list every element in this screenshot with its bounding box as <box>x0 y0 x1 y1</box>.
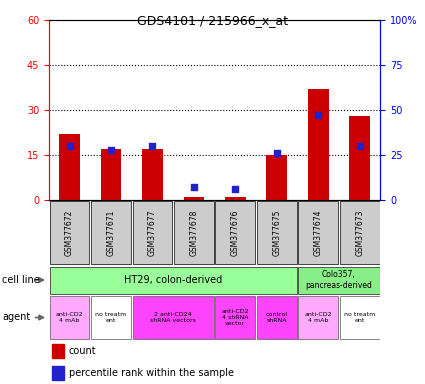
Bar <box>52 366 64 380</box>
Point <box>190 184 197 190</box>
Text: GSM377672: GSM377672 <box>65 209 74 256</box>
Point <box>66 143 73 149</box>
Point <box>108 147 114 153</box>
Bar <box>91 201 131 264</box>
Bar <box>257 296 297 339</box>
Text: GSM377674: GSM377674 <box>314 209 323 256</box>
Text: 2 anti-CD24
shRNA vectors: 2 anti-CD24 shRNA vectors <box>150 312 196 323</box>
Bar <box>340 296 380 339</box>
Bar <box>184 197 204 200</box>
Bar <box>174 201 214 264</box>
Bar <box>340 201 380 264</box>
Bar <box>215 201 255 264</box>
Text: Colo357,
pancreas-derived: Colo357, pancreas-derived <box>306 270 372 290</box>
Bar <box>298 266 380 293</box>
Text: GSM377676: GSM377676 <box>231 209 240 256</box>
Text: HT29, colon-derived: HT29, colon-derived <box>124 275 222 285</box>
Text: count: count <box>69 346 96 356</box>
Text: cell line: cell line <box>2 275 40 285</box>
Text: GSM377678: GSM377678 <box>190 209 198 256</box>
Bar <box>91 296 131 339</box>
Text: GDS4101 / 215966_x_at: GDS4101 / 215966_x_at <box>137 14 288 27</box>
Bar <box>308 89 329 200</box>
Bar <box>215 296 255 339</box>
Text: no treatm
ent: no treatm ent <box>344 312 375 323</box>
Text: percentile rank within the sample: percentile rank within the sample <box>69 367 234 377</box>
Point <box>356 143 363 149</box>
Bar <box>298 296 338 339</box>
Text: GSM377677: GSM377677 <box>148 209 157 256</box>
Bar <box>298 201 338 264</box>
Point <box>315 113 322 119</box>
Bar <box>52 344 64 359</box>
Text: anti-CD2
4 mAb: anti-CD2 4 mAb <box>304 312 332 323</box>
Point <box>232 186 239 192</box>
Bar <box>133 296 214 339</box>
Text: anti-CD2
4 mAb: anti-CD2 4 mAb <box>56 312 83 323</box>
Bar <box>225 197 246 200</box>
Point <box>273 150 280 156</box>
Text: anti-CD2
4 shRNA
vector: anti-CD2 4 shRNA vector <box>221 309 249 326</box>
Bar <box>50 266 297 293</box>
Bar <box>101 149 122 200</box>
Bar <box>142 149 163 200</box>
Bar <box>50 201 90 264</box>
Bar <box>266 155 287 200</box>
Bar <box>133 201 173 264</box>
Text: GSM377671: GSM377671 <box>107 209 116 256</box>
Point <box>149 143 156 149</box>
Bar <box>50 296 90 339</box>
Bar <box>349 116 370 200</box>
Text: no treatm
ent: no treatm ent <box>95 312 127 323</box>
Text: GSM377673: GSM377673 <box>355 209 364 256</box>
Text: control
shRNA: control shRNA <box>266 312 288 323</box>
Text: GSM377675: GSM377675 <box>272 209 281 256</box>
Text: agent: agent <box>2 313 30 323</box>
Bar <box>59 134 80 200</box>
Bar <box>257 201 297 264</box>
